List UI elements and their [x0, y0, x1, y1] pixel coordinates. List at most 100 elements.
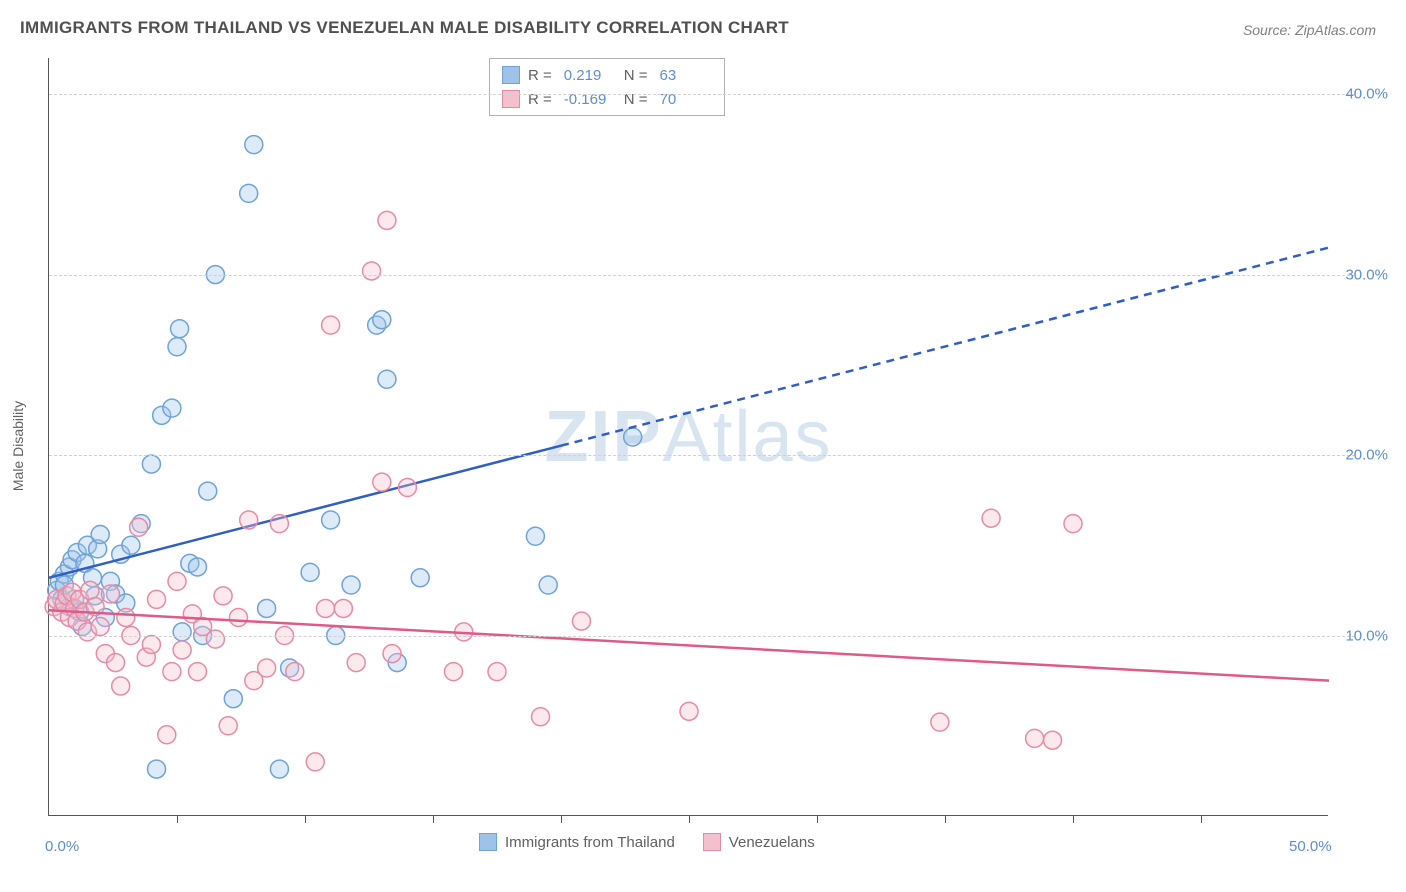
data-point — [539, 576, 557, 594]
series-legend: Immigrants from Thailand Venezuelans — [479, 833, 815, 851]
data-point — [526, 527, 544, 545]
data-point — [383, 645, 401, 663]
data-point — [122, 536, 140, 554]
data-point — [148, 760, 166, 778]
data-point — [107, 654, 125, 672]
data-point — [378, 370, 396, 388]
data-point — [91, 618, 109, 636]
data-point — [163, 399, 181, 417]
data-point — [316, 599, 334, 617]
plot-svg — [49, 58, 1328, 815]
x-tick — [433, 815, 434, 823]
x-tick — [689, 815, 690, 823]
source-attribution: Source: ZipAtlas.com — [1243, 22, 1376, 38]
data-point — [163, 663, 181, 681]
data-point — [347, 654, 365, 672]
data-point — [229, 608, 247, 626]
data-point — [188, 558, 206, 576]
data-point — [322, 316, 340, 334]
data-point — [931, 713, 949, 731]
swatch-venezuelans-bottom — [703, 833, 721, 851]
data-point — [171, 320, 189, 338]
plot-area: ZIPAtlas R = 0.219 N = 63 R = -0.169 N =… — [48, 58, 1328, 816]
data-point — [398, 479, 416, 497]
y-axis-label: Male Disability — [10, 401, 26, 491]
data-point — [219, 717, 237, 735]
legend-item-thailand: Immigrants from Thailand — [479, 833, 675, 851]
data-point — [142, 636, 160, 654]
y-tick-label: 30.0% — [1345, 266, 1388, 283]
data-point — [270, 760, 288, 778]
data-point — [245, 136, 263, 154]
y-tick-label: 20.0% — [1345, 447, 1388, 464]
data-point — [142, 455, 160, 473]
swatch-thailand-bottom — [479, 833, 497, 851]
data-point — [258, 599, 276, 617]
data-point — [286, 663, 304, 681]
data-point — [173, 641, 191, 659]
data-point — [373, 311, 391, 329]
legend-item-venezuelans: Venezuelans — [703, 833, 815, 851]
data-point — [363, 262, 381, 280]
y-tick-label: 40.0% — [1345, 86, 1388, 103]
data-point — [342, 576, 360, 594]
legend-label-thailand: Immigrants from Thailand — [505, 834, 675, 851]
data-point — [188, 663, 206, 681]
x-tick — [561, 815, 562, 823]
data-point — [148, 590, 166, 608]
data-point — [101, 585, 119, 603]
gridline — [49, 275, 1355, 276]
data-point — [173, 623, 191, 641]
data-point — [130, 518, 148, 536]
data-point — [81, 581, 99, 599]
x-tick — [1201, 815, 1202, 823]
data-point — [224, 690, 242, 708]
y-tick-label: 10.0% — [1345, 627, 1388, 644]
data-point — [532, 708, 550, 726]
data-point — [373, 473, 391, 491]
data-point — [112, 677, 130, 695]
data-point — [1064, 515, 1082, 533]
data-point — [572, 612, 590, 630]
data-point — [199, 482, 217, 500]
x-tick — [945, 815, 946, 823]
data-point — [982, 509, 1000, 527]
data-point — [206, 630, 224, 648]
trend-line-solid — [49, 446, 561, 578]
data-point — [214, 587, 232, 605]
data-point — [306, 753, 324, 771]
data-point — [117, 608, 135, 626]
data-point — [680, 702, 698, 720]
data-point — [334, 599, 352, 617]
x-tick — [305, 815, 306, 823]
data-point — [168, 338, 186, 356]
data-point — [624, 428, 642, 446]
gridline — [49, 636, 1355, 637]
data-point — [301, 563, 319, 581]
data-point — [258, 659, 276, 677]
x-tick — [817, 815, 818, 823]
data-point — [444, 663, 462, 681]
x-tick-label: 50.0% — [1289, 838, 1332, 855]
gridline — [49, 94, 1355, 95]
data-point — [270, 515, 288, 533]
x-tick — [177, 815, 178, 823]
data-point — [240, 184, 258, 202]
legend-label-venezuelans: Venezuelans — [729, 834, 815, 851]
gridline — [49, 455, 1355, 456]
data-point — [91, 525, 109, 543]
data-point — [378, 211, 396, 229]
x-tick-label: 0.0% — [45, 838, 79, 855]
data-point — [1026, 729, 1044, 747]
trend-line-dashed — [561, 638, 1329, 680]
chart-container: IMMIGRANTS FROM THAILAND VS VENEZUELAN M… — [0, 0, 1406, 892]
data-point — [411, 569, 429, 587]
data-point — [322, 511, 340, 529]
data-point — [168, 572, 186, 590]
trend-line-dashed — [561, 248, 1329, 446]
chart-title: IMMIGRANTS FROM THAILAND VS VENEZUELAN M… — [20, 18, 789, 38]
data-point — [240, 511, 258, 529]
data-point — [488, 663, 506, 681]
data-point — [158, 726, 176, 744]
data-point — [1044, 731, 1062, 749]
